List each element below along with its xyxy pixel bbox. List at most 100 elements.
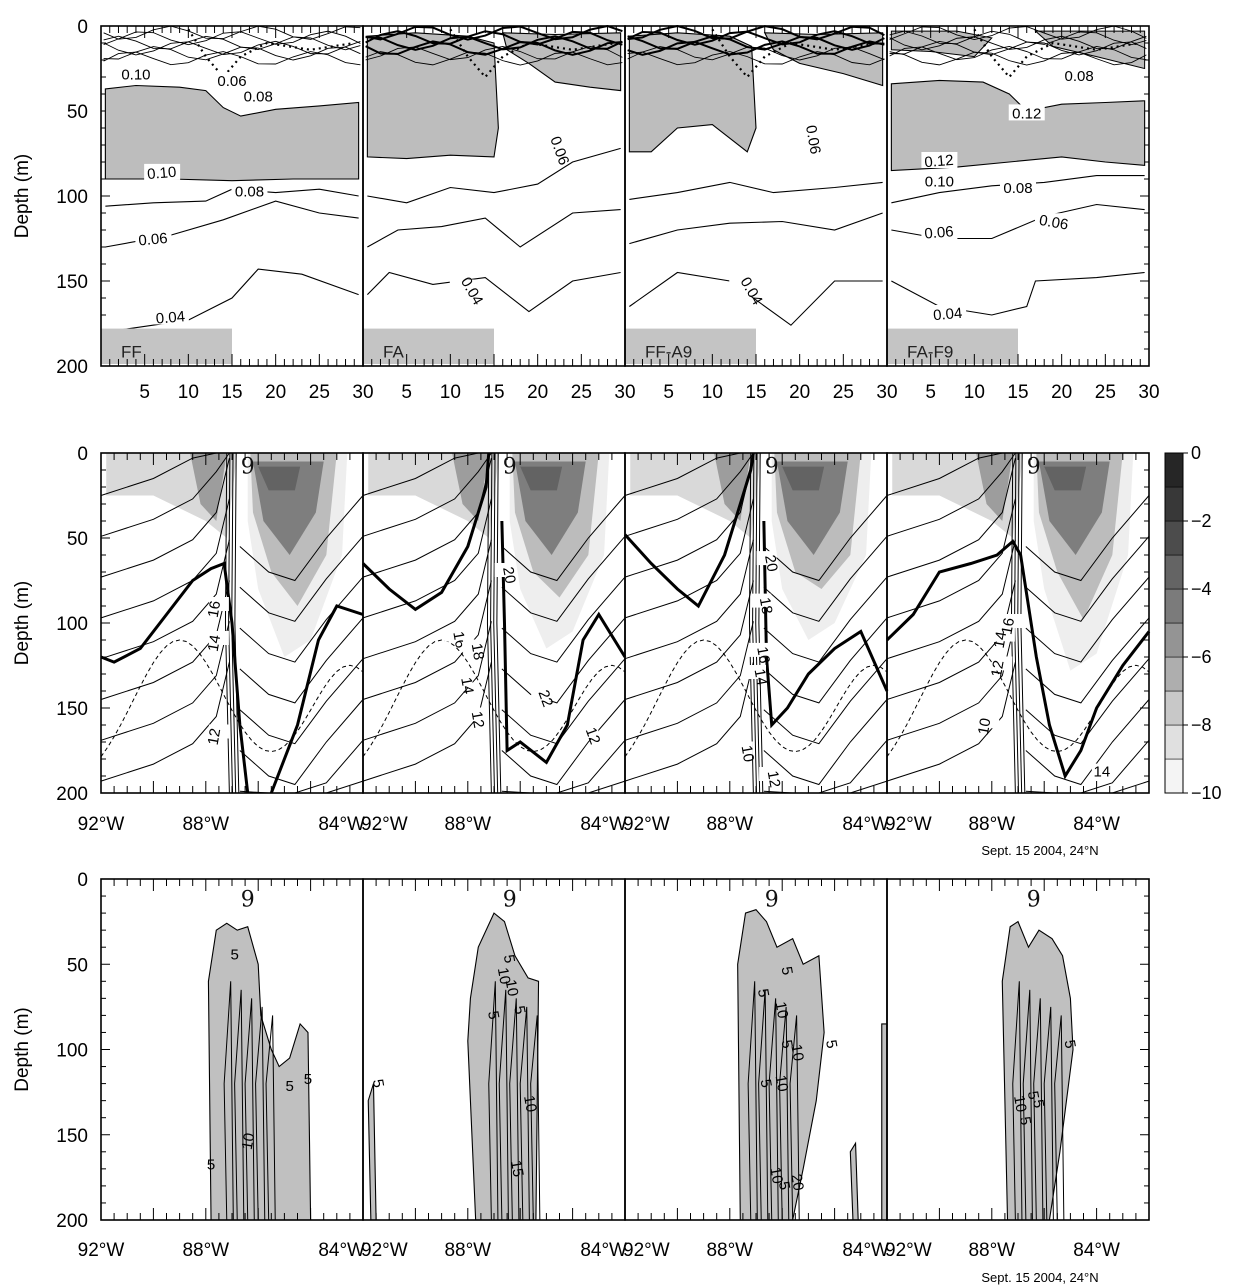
y-tick-label: 50 [67, 102, 88, 123]
x-tick-label: 15 [483, 382, 504, 403]
contour-label: 0.08 [235, 184, 264, 201]
contour-label: 0.04 [932, 305, 963, 324]
x-tick-label: 84°W [842, 814, 889, 835]
contour-label-bg [449, 279, 486, 296]
contour-label-bg [921, 223, 958, 240]
contour-label-bg [444, 627, 465, 642]
isotherm-20c-line [100, 561, 250, 794]
y-tick-label: 0 [77, 444, 88, 465]
isotherm-line [239, 617, 364, 704]
isotherm-line [239, 495, 364, 582]
contour-label-bg [208, 631, 229, 645]
contour-label-bg [979, 714, 1000, 729]
x-tick-label: 30 [1138, 382, 1159, 403]
shaded-region [104, 84, 360, 182]
colorbar-segment [1164, 724, 1184, 760]
contour-label: 18 [468, 642, 488, 661]
colorbar-segment [1164, 452, 1184, 488]
isotherm-line [763, 617, 888, 704]
contour-label-bg [729, 279, 766, 296]
contour-label: 5 [230, 947, 238, 964]
x-tick-label: 15 [221, 382, 242, 403]
contour-label: 5 [500, 953, 518, 964]
x-tick-label: 92°W [361, 814, 408, 835]
isotherm-line [239, 535, 364, 622]
contour-label: 18 [756, 596, 776, 615]
contour-label: 14 [991, 630, 1011, 649]
isotherm-line [886, 539, 1016, 660]
contour-label: 5 [754, 987, 772, 998]
x-tick-label: 25 [833, 382, 854, 403]
y-tick-label: 150 [56, 1126, 88, 1147]
hurricane-symbol: 9 [765, 887, 779, 912]
contour-label: 20 [761, 554, 781, 573]
contour-line [768, 998, 779, 1221]
experiment-label-box [363, 328, 494, 364]
isotherm-line [886, 452, 1016, 537]
contour-label-bg [463, 639, 484, 654]
x-tick-label: 84°W [842, 1240, 889, 1261]
contour-label-bg [1008, 104, 1045, 121]
contour-label: 5 [1016, 1115, 1034, 1126]
contour-line [1033, 998, 1044, 1221]
contour-label-bg [214, 72, 250, 89]
isotherm-line [100, 457, 230, 578]
x-tick-label: 5 [663, 382, 674, 403]
contour-line [779, 1006, 790, 1221]
contour-label: 5 [775, 1180, 793, 1191]
x-tick-label: 92°W [623, 1240, 670, 1261]
contour-label: 0.06 [924, 223, 955, 242]
isotherm-line [748, 452, 754, 794]
y-tick-label: 0 [77, 17, 88, 38]
contour-line [509, 998, 520, 1221]
contour-label: 5 [1024, 1090, 1042, 1101]
colorbar-tick-label: −2 [1191, 511, 1212, 531]
colorbar-segment [1164, 758, 1184, 794]
x-tick-label: 10 [964, 382, 985, 403]
contour-line [889, 51, 1147, 66]
contour-line [627, 40, 885, 56]
isotherm-line [362, 539, 492, 660]
contour-label: 10 [239, 1132, 259, 1151]
x-tick-label: 92°W [78, 814, 125, 835]
hurricane-symbol: 9 [1027, 454, 1041, 479]
contour-label-bg [992, 656, 1013, 671]
isotherm-line [763, 535, 888, 622]
isotherm-line [501, 535, 626, 622]
contour-label-bg [790, 126, 827, 143]
contour-line [627, 51, 885, 66]
isotherm-line [362, 452, 492, 537]
x-tick-label: 88°W [444, 814, 491, 835]
contour-line [629, 181, 883, 200]
shaded-region [1034, 30, 1146, 70]
contour-label-bg [117, 65, 154, 82]
isotherm-line [886, 498, 1016, 619]
colorbar-segment [1164, 656, 1184, 692]
isotherm-line [624, 621, 754, 741]
contour-label-bg [531, 687, 552, 702]
x-tick-label: 5 [925, 382, 936, 403]
contour-label: 0.06 [802, 124, 824, 156]
contour-label: 20 [787, 1173, 807, 1192]
isotherm-line [100, 621, 230, 741]
contour-label: 5 [369, 1078, 387, 1089]
contour-label-bg [930, 305, 967, 321]
contour-label: 5 [757, 1078, 775, 1089]
x-tick-label: 10 [702, 382, 723, 403]
contour-label-bg [732, 741, 753, 756]
isotherm-line [624, 661, 754, 782]
mixing-region [367, 1083, 377, 1221]
hurricane-symbol: 9 [765, 454, 779, 479]
contour-line [519, 1006, 530, 1221]
isotherm-line [490, 452, 496, 794]
contour-line [530, 1015, 541, 1221]
contour-label: 0.12 [1012, 105, 1041, 122]
isotherm-line [763, 495, 888, 582]
isotherm-line [752, 452, 758, 794]
experiment-label: FF [121, 343, 142, 362]
contour-line [1022, 989, 1033, 1221]
isotherm-20c-line [269, 604, 364, 794]
mixing-region [207, 922, 312, 1221]
contour-line [1054, 1015, 1065, 1221]
